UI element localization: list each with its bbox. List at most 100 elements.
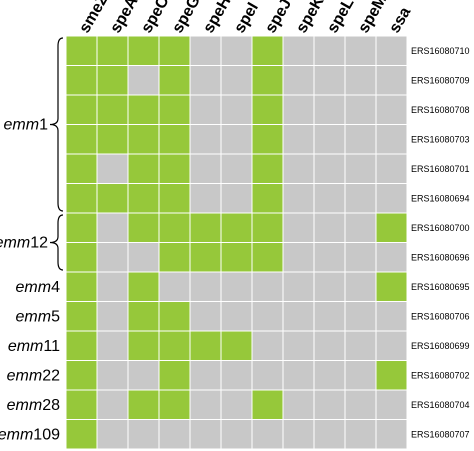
row-label: ERS16080701 (411, 164, 470, 174)
heatmap-cell (96, 419, 129, 450)
heatmap-cell (158, 360, 191, 391)
heatmap-cell (282, 360, 315, 391)
heatmap-cell (344, 271, 377, 302)
heatmap-cell (189, 124, 222, 155)
heatmap-cell (127, 271, 160, 302)
heatmap-cell (251, 35, 284, 66)
heatmap-cell (158, 65, 191, 96)
heatmap-cell (65, 94, 98, 125)
heatmap-cell (65, 35, 98, 66)
column-label-speM: speM (355, 0, 390, 36)
heatmap-cell (96, 389, 129, 420)
heatmap-cell (65, 212, 98, 243)
heatmap-cell (375, 330, 408, 361)
heatmap-cell (189, 94, 222, 125)
heatmap-cell (158, 389, 191, 420)
heatmap-cell (96, 271, 129, 302)
heatmap-cell (158, 271, 191, 302)
column-label-speC: speC (138, 0, 173, 36)
row-label: ERS16080699 (411, 341, 470, 351)
heatmap-cell (127, 35, 160, 66)
heatmap-cell (375, 301, 408, 332)
heatmap-cell (65, 389, 98, 420)
heatmap-cell (189, 360, 222, 391)
heatmap-cell (344, 330, 377, 361)
emm-group-labels: emm1 emm12 emm4 emm5 emm11 emm22 emm28 emm109 (0, 37, 64, 443)
heatmap-cell (65, 330, 98, 361)
row-labels: ERS16080710 ERS16080709 ERS16080708 ERS1608… (411, 46, 470, 440)
heatmap-cell (220, 35, 253, 66)
heatmap-cell (158, 242, 191, 273)
heatmap-cell (65, 124, 98, 155)
heatmap-cell (251, 419, 284, 450)
heatmap-cell (375, 124, 408, 155)
heatmap-cell (344, 301, 377, 332)
heatmap-cell (375, 212, 408, 243)
heatmap-cell (65, 360, 98, 391)
heatmap-cell (313, 183, 346, 214)
heatmap-cell (251, 271, 284, 302)
heatmap-cell (158, 35, 191, 66)
heatmap-cell (375, 35, 408, 66)
heatmap-cell (251, 301, 284, 332)
group-label-emm28: emm28 (7, 397, 60, 414)
group-label-emm5: emm5 (16, 308, 61, 325)
heatmap-cell (127, 212, 160, 243)
column-label-speL: speL (324, 0, 358, 36)
heatmap-cell (282, 242, 315, 273)
heatmap-cell (344, 389, 377, 420)
row-label: ERS16080708 (411, 105, 470, 115)
row-label: ERS16080704 (411, 400, 470, 410)
heatmap-cell (344, 153, 377, 184)
heatmap-cell (251, 330, 284, 361)
row-label: ERS16080700 (411, 223, 470, 233)
heatmap-cell (375, 153, 408, 184)
column-label-speI: speI (231, 0, 262, 36)
heatmap-cell (220, 271, 253, 302)
heatmap-cell (65, 153, 98, 184)
heatmap-cell (344, 35, 377, 66)
row-label: ERS16080707 (411, 429, 470, 439)
heatmap-cell (282, 419, 315, 450)
heatmap-cell (189, 212, 222, 243)
heatmap-cells (65, 35, 408, 450)
heatmap-cell (158, 419, 191, 450)
row-label: ERS16080706 (411, 311, 470, 321)
heatmap-cell (127, 94, 160, 125)
heatmap-cell (220, 301, 253, 332)
heatmap-cell (344, 419, 377, 450)
heatmap-cell (220, 212, 253, 243)
heatmap-cell (189, 301, 222, 332)
heatmap-cell (96, 242, 129, 273)
heatmap-cell (158, 212, 191, 243)
heatmap-cell (344, 65, 377, 96)
row-label: ERS16080696 (411, 252, 470, 262)
heatmap-cell (251, 360, 284, 391)
heatmap-cell (313, 35, 346, 66)
heatmap-cell (96, 183, 129, 214)
heatmap-cell (375, 242, 408, 273)
heatmap-cell (189, 65, 222, 96)
heatmap-cell (189, 183, 222, 214)
heatmap-cell (220, 389, 253, 420)
column-label-ssa: ssa (386, 4, 414, 36)
row-label: ERS16080709 (411, 75, 470, 85)
heatmap-cell (96, 35, 129, 66)
heatmap-cell (189, 242, 222, 273)
heatmap-cell (375, 94, 408, 125)
column-label-smeZ: smeZ (76, 0, 112, 36)
heatmap-cell (158, 124, 191, 155)
heatmap-cell (313, 330, 346, 361)
heatmap-cell (158, 94, 191, 125)
heatmap-cell (313, 242, 346, 273)
heatmap-cell (127, 183, 160, 214)
heatmap-cell (251, 212, 284, 243)
heatmap-cell (65, 183, 98, 214)
heatmap-cell (282, 153, 315, 184)
heatmap-cell (96, 301, 129, 332)
heatmap-cell (375, 183, 408, 214)
row-label: ERS16080703 (411, 134, 470, 144)
heatmap-cell (220, 242, 253, 273)
heatmap-cell (127, 389, 160, 420)
heatmap-cell (313, 212, 346, 243)
